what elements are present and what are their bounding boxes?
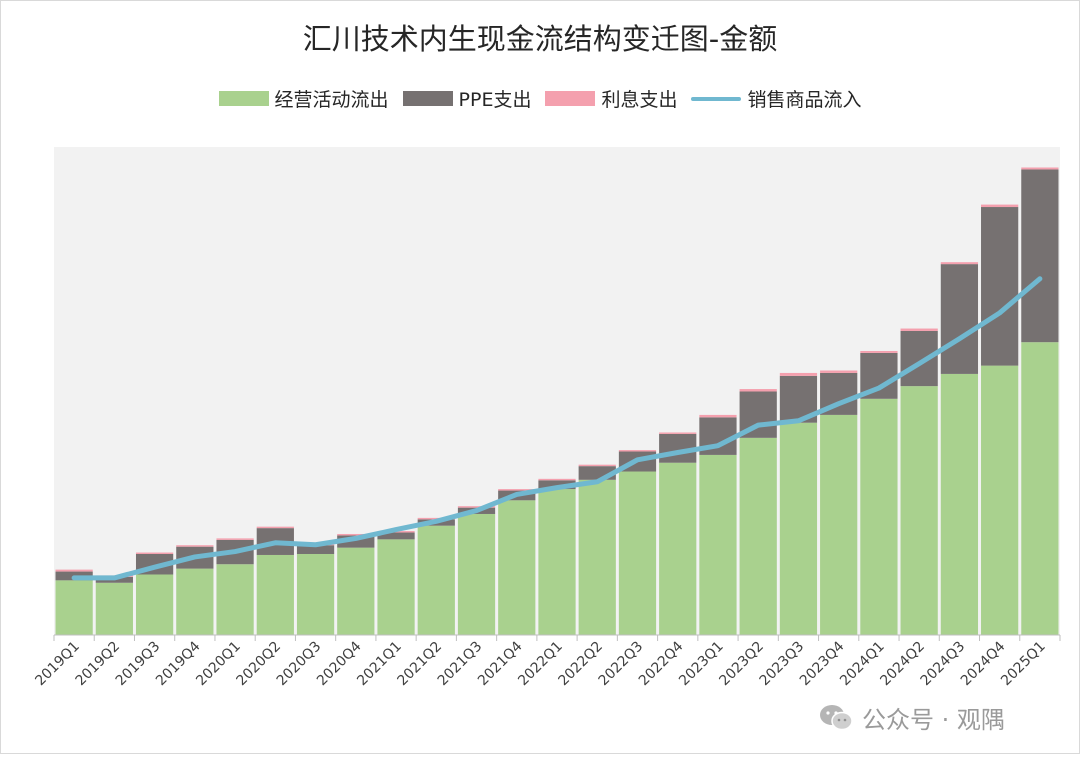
line-sales-inflow (71, 276, 1043, 581)
bar-interest-2022Q3 (618, 450, 657, 452)
bar-interest-2025Q1 (1021, 167, 1059, 170)
bar-interest-2019Q1 (55, 569, 93, 572)
bar-operating-outflow-2021Q4 (498, 500, 536, 635)
legend-swatch-sales-inflow (691, 96, 742, 101)
bar-operating-outflow-2019Q3 (135, 574, 174, 635)
bar-interest-2021Q2 (417, 517, 455, 520)
legend: 经营活动流出 PPE支出 利息支出 销售商品流入 (0, 85, 1080, 112)
legend-label-interest: 利息支出 (601, 89, 678, 111)
bar-interest-2023Q2 (739, 389, 777, 392)
bar-interest-2024Q4 (981, 204, 1019, 208)
bar-interest-2019Q4 (176, 545, 214, 547)
bar-operating-outflow-2021Q3 (457, 513, 496, 635)
bar-interest-2024Q1 (860, 350, 898, 353)
bar-operating-outflow-2022Q3 (618, 471, 657, 635)
bar-operating-outflow-2024Q3 (940, 373, 979, 635)
bar-interest-2019Q3 (135, 552, 174, 554)
bar-operating-outflow-2019Q1 (55, 580, 93, 635)
bar-operating-outflow-2019Q2 (95, 582, 133, 635)
bar-interest-2024Q3 (940, 262, 979, 265)
bar-operating-outflow-2021Q2 (417, 525, 455, 635)
bar-operating-outflow-2023Q2 (739, 437, 777, 635)
bar-operating-outflow-2024Q4 (981, 365, 1019, 635)
bar-ppe-2022Q1 (538, 480, 576, 490)
x-tick-label-2025Q1: 2025Q1 (998, 639, 1049, 690)
bar-operating-outflow-2022Q4 (659, 462, 697, 635)
bar-operating-outflow-2023Q4 (820, 414, 858, 635)
watermark: 公众号 · 观隅 (818, 700, 1005, 735)
bar-ppe-2024Q3 (940, 264, 979, 374)
legend-label-ppe: PPE支出 (458, 89, 532, 111)
legend-item-ppe: PPE支出 (402, 85, 532, 112)
bar-operating-outflow-2020Q1 (216, 564, 254, 635)
legend-item-operating-outflow: 经营活动流出 (218, 85, 389, 112)
bar-ppe-2021Q1 (377, 532, 415, 540)
wechat-icon (820, 704, 853, 730)
bar-interest-2020Q1 (216, 538, 254, 540)
watermark-text: 公众号 · 观隅 (862, 706, 1005, 734)
legend-item-interest: 利息支出 (545, 85, 677, 112)
bar-operating-outflow-2022Q2 (578, 479, 616, 635)
bar-interest-2022Q2 (578, 464, 616, 467)
bar-interest-2022Q4 (659, 432, 697, 434)
bar-interest-2020Q2 (256, 526, 294, 529)
bar-operating-outflow-2020Q2 (256, 554, 294, 635)
bar-operating-outflow-2022Q1 (538, 489, 576, 635)
bar-ppe-2024Q4 (981, 207, 1019, 366)
bar-operating-outflow-2024Q2 (900, 386, 938, 635)
bar-operating-outflow-2023Q1 (699, 454, 737, 635)
bar-operating-outflow-2023Q3 (779, 422, 818, 635)
bar-operating-outflow-2020Q3 (296, 553, 335, 635)
bar-ppe-2020Q3 (296, 545, 335, 554)
legend-swatch-ppe (402, 91, 453, 106)
bar-interest-2021Q4 (498, 489, 536, 491)
bar-interest-2022Q1 (538, 478, 576, 481)
bar-interest-2021Q3 (457, 506, 496, 508)
chart-title: 汇川技术内生现金流结构变迁图-金额 (302, 22, 778, 56)
bar-operating-outflow-2021Q1 (377, 539, 415, 635)
legend-item-sales-inflow: 销售商品流入 (691, 85, 861, 112)
bar-ppe-2025Q1 (1021, 169, 1059, 343)
legend-swatch-operating-outflow (218, 91, 269, 106)
bar-operating-outflow-2025Q1 (1021, 342, 1059, 635)
legend-swatch-interest (545, 91, 596, 106)
legend-label-operating-outflow: 经营活动流出 (274, 89, 389, 111)
legend-label-sales-inflow: 销售商品流入 (747, 89, 862, 111)
bar-operating-outflow-2024Q1 (860, 398, 898, 635)
bar-interest-2020Q4 (337, 533, 375, 536)
bar-interest-2023Q4 (820, 370, 858, 373)
bar-operating-outflow-2020Q4 (337, 547, 375, 635)
bar-interest-2024Q2 (900, 328, 938, 331)
bar-interest-2023Q1 (699, 414, 737, 418)
bar-operating-outflow-2019Q4 (176, 568, 214, 635)
bar-interest-2023Q3 (779, 372, 818, 376)
